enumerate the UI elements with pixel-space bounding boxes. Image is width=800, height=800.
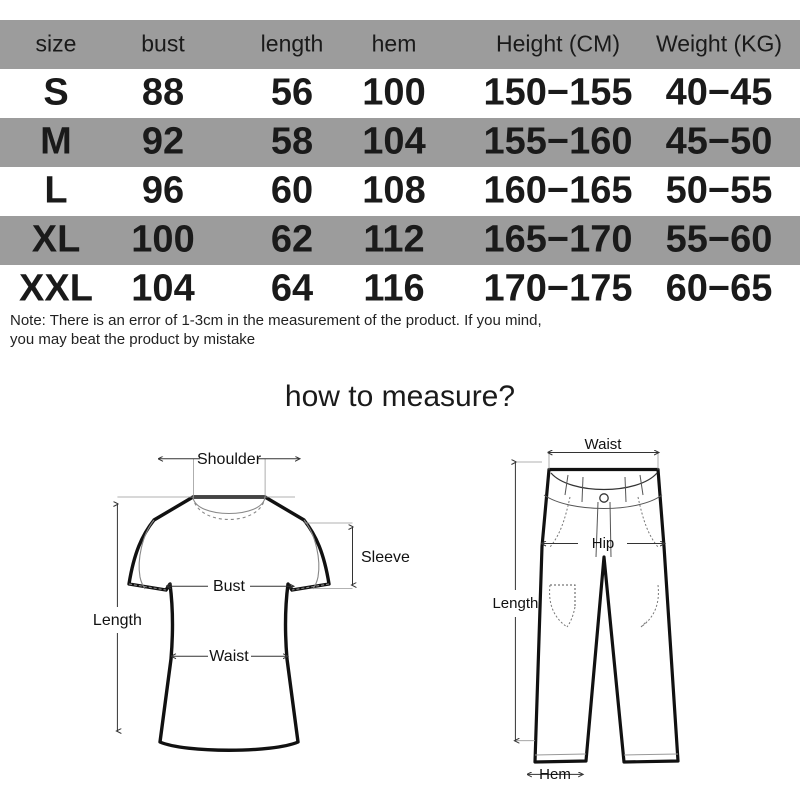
svg-text:Waist: Waist: [585, 436, 623, 453]
svg-text:Sleeve: Sleeve: [361, 549, 410, 566]
svg-text:Waist: Waist: [209, 648, 249, 665]
svg-text:Length: Length: [93, 612, 142, 629]
svg-text:Hip: Hip: [592, 535, 615, 552]
svg-text:Bust: Bust: [213, 578, 246, 595]
svg-text:Shoulder: Shoulder: [197, 451, 262, 468]
svg-text:Length: Length: [492, 595, 538, 612]
svg-text:Hem: Hem: [539, 766, 571, 783]
